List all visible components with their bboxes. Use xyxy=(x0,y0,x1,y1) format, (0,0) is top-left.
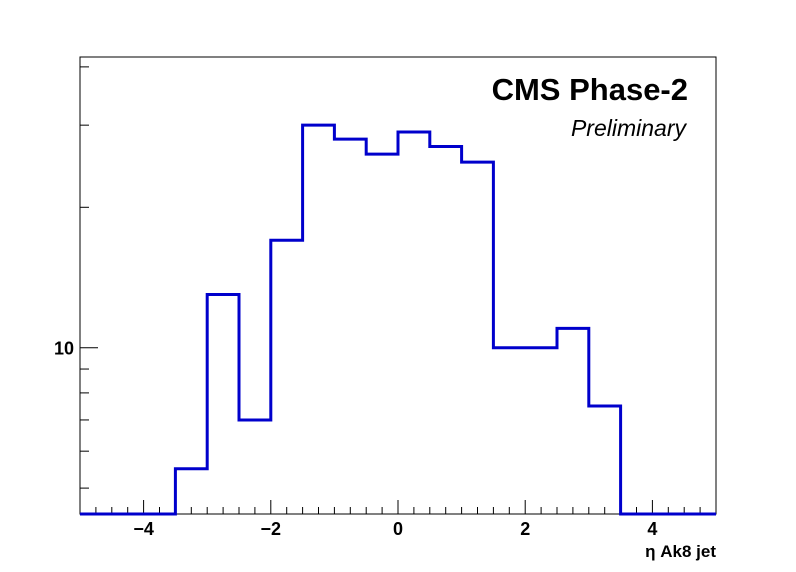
y-tick-label: 10 xyxy=(54,339,74,359)
x-tick-label: −2 xyxy=(261,519,282,539)
histogram-line xyxy=(80,123,716,516)
x-minor-ticks xyxy=(79,500,717,514)
x-tick-label: 2 xyxy=(520,519,530,539)
x-tick-label: 0 xyxy=(393,519,403,539)
chart-title: CMS Phase-2 xyxy=(492,72,688,107)
y-minor-ticks xyxy=(80,66,98,489)
y-tick-labels: 10 xyxy=(54,339,74,359)
x-tick-label: 4 xyxy=(647,519,657,539)
x-tick-label: −4 xyxy=(133,519,154,539)
x-axis-title: η Ak8 jet xyxy=(645,542,716,561)
x-tick-labels: −4 −2 0 2 4 xyxy=(133,519,657,539)
chart-subtitle: Preliminary xyxy=(571,115,688,141)
